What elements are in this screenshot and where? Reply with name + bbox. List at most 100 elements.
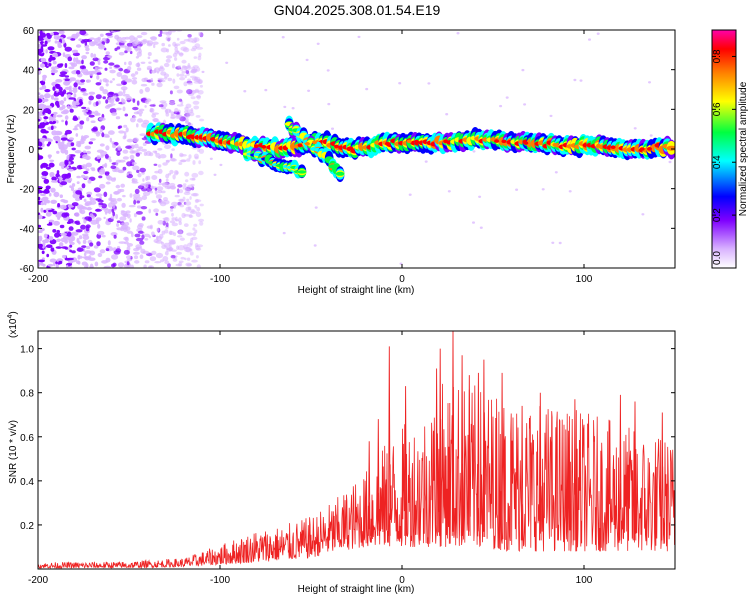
snr-spike (404, 386, 407, 536)
spectrogram-noise-cell (154, 190, 158, 195)
spectrogram-peak-cell (647, 147, 652, 151)
spectrogram-noise-cell (89, 200, 97, 205)
spectrogram-noise-cell (148, 235, 152, 239)
spectrogram-noise-cell (134, 260, 140, 264)
spectrogram-faint-cell (316, 42, 320, 45)
spectrogram-noise-cell (82, 109, 89, 113)
spectrogram-noise-cell (175, 114, 182, 120)
spectrogram-noise-cell (108, 130, 115, 135)
spectrogram-noise-cell (43, 119, 47, 123)
spectrogram-noise-cell (38, 103, 45, 108)
spectrogram-noise-cell (61, 119, 64, 123)
spectrogram-noise-cell (90, 120, 96, 123)
snr-scale-label: (x10 (8, 318, 19, 338)
spectrogram-noise-cell (81, 59, 84, 65)
spectrogram-faint-cell (558, 241, 562, 245)
spectrogram-noise-cell (126, 230, 133, 234)
spectrogram-noise-cell (136, 100, 140, 106)
spectrogram-noise-cell (56, 104, 60, 108)
spectrogram-noise-cell (168, 239, 176, 243)
spectrogram-noise-cell (133, 255, 139, 260)
spectrogram-noise-cell (135, 211, 143, 215)
spectrogram-faint-cell (478, 195, 482, 198)
spectrogram-noise-cell (62, 52, 66, 57)
spectrogram-noise-cell (93, 187, 101, 193)
spectrogram-faint-cell (541, 188, 545, 191)
spectrogram-noise-cell (98, 175, 103, 179)
colorbar-tick-label: 0.4 (712, 155, 723, 169)
spectrogram-noise-cell (80, 135, 84, 141)
spectrogram-noise-cell (73, 93, 77, 98)
spectrogram-noise-cell (39, 137, 47, 142)
spectrogram-noise-cell (60, 137, 68, 141)
spectrogram-noise-cell (128, 61, 133, 66)
spectrogram-noise-cell (124, 226, 131, 232)
spectrogram-noise-cell (160, 79, 166, 83)
spectrogram-noise-cell (185, 70, 190, 74)
spectrogram-noise-cell (152, 118, 159, 122)
spectrogram-noise-cell (52, 60, 57, 65)
spectrogram-noise-cell (89, 72, 94, 76)
spectrogram-noise-cell (100, 167, 105, 173)
spectrogram-noise-cell (157, 220, 164, 225)
spectrogram-noise-cell (38, 124, 45, 129)
spectrogram-noise-cell (135, 237, 144, 242)
spectrogram-noise-cell (143, 264, 147, 268)
spectrogram-noise-cell (170, 116, 176, 120)
spectrogram-noise-cell (110, 165, 117, 169)
spectrogram-noise-cell (66, 264, 69, 268)
spectrogram-noise-cell (184, 110, 189, 114)
spectrogram-noise-cell (64, 75, 70, 78)
spectrogram-noise-cell (159, 30, 163, 35)
spectrogram-noise-cell (172, 52, 178, 58)
spectrogram-noise-cell (55, 246, 62, 249)
spectrogram-noise-cell (176, 104, 184, 107)
spectrogram-noise-cell (195, 211, 202, 218)
spectrogram-noise-cell (77, 82, 85, 86)
spectrogram-noise-cell (103, 191, 108, 197)
spectrogram-noise-cell (64, 159, 69, 164)
spectrogram-noise-cell (101, 132, 105, 138)
spectrogram-noise-cell (89, 61, 95, 66)
spectrogram-noise-cell (194, 204, 198, 209)
spectrogram-noise-cell (123, 213, 128, 218)
spectrogram-noise-cell (168, 248, 173, 252)
spectrogram-noise-cell (58, 86, 63, 92)
spectrogram-noise-cell (70, 235, 74, 241)
spectrogram-noise-cell (147, 52, 152, 56)
spectrogram-noise-cell (46, 244, 53, 248)
spectrogram-noise-cell (148, 190, 153, 194)
spectrogram-faint-cell (456, 32, 460, 35)
spectrogram-noise-cell (120, 183, 125, 188)
spectrogram-noise-cell (124, 36, 130, 40)
spectrogram-noise-cell (94, 66, 98, 73)
snr-xtick-label: -100 (210, 575, 230, 586)
spectrogram-noise-cell (162, 217, 169, 221)
spectrogram-noise-cell (136, 205, 142, 209)
spectrogram-noise-cell (136, 45, 141, 50)
spectrogram-noise-cell (40, 80, 46, 86)
spectrogram-noise-cell (178, 230, 183, 235)
spectrogram-noise-cell (156, 82, 163, 88)
spectrogram-noise-cell (118, 51, 125, 56)
spectrogram-noise-cell (177, 65, 182, 69)
spectrogram-noise-cell (178, 98, 183, 102)
spectrogram-noise-cell (45, 49, 48, 54)
spectrogram-noise-cell (140, 206, 148, 210)
snr-series-line (38, 383, 675, 569)
spectrogram-noise-cell (196, 206, 201, 212)
spectrogram-noise-cell (131, 162, 137, 165)
spectrogram-noise-cell (107, 55, 113, 59)
spectrogram-noise-cell (135, 244, 142, 249)
spectrogram-noise-cell (170, 208, 174, 212)
spectrogram-noise-cell (187, 184, 194, 189)
spectrogram-noise-cell (69, 85, 72, 91)
spectrogram-noise-cell (38, 43, 42, 48)
spectrogram-noise-cell (197, 79, 203, 84)
spectrogram-peak-cell (494, 139, 500, 143)
spectrogram-noise-cell (172, 174, 176, 180)
spectrogram-noise-cell (89, 41, 96, 47)
spectrogram-noise-cell (125, 145, 132, 149)
spectrogram-noise-cell (124, 113, 129, 117)
